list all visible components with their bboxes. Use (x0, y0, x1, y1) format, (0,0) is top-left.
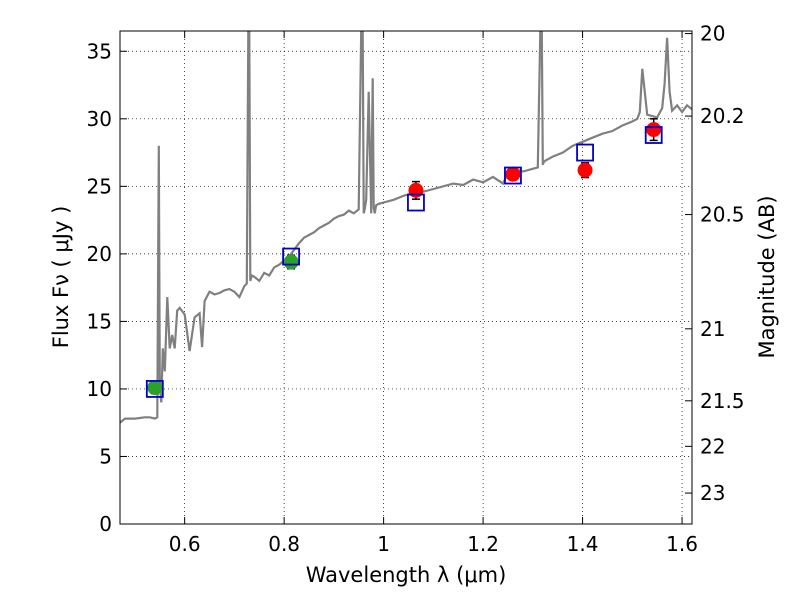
observed-point-2 (408, 182, 424, 198)
right-tick-label-3: 21 (700, 317, 725, 341)
model-point-3 (504, 166, 522, 185)
y-tick-label-2: 10 (87, 377, 112, 401)
y-tick-label-0: 0 (99, 512, 112, 536)
y-tick-labels: 0 5 10 15 20 25 30 35 (87, 39, 112, 536)
y-tick-label-4: 20 (87, 242, 112, 266)
model-points (145, 126, 663, 398)
x-tick-label-3: 1.2 (467, 532, 499, 556)
model-point-2 (407, 193, 425, 212)
right-tick-label-6: 23 (700, 481, 725, 505)
x-tick-labels: 0.6 0.8 1 1.2 1.4 1.6 (169, 532, 698, 556)
axis-ticks (120, 31, 692, 525)
model-point-1 (282, 247, 301, 266)
grid-lines (120, 31, 692, 524)
right-tick-labels: 20 20.2 20.5 21 21.5 22 23 (700, 22, 745, 506)
x-tick-label-5: 1.6 (666, 532, 698, 556)
right-tick-label-2: 20.5 (700, 203, 745, 227)
observed-point-0 (147, 380, 163, 396)
y-tick-label-5: 25 (87, 174, 112, 198)
model-point-4 (576, 143, 594, 162)
observed-points (147, 122, 662, 396)
x-tick-label-2: 1 (377, 532, 390, 556)
x-tick-label-4: 1.4 (567, 532, 599, 556)
y-axis-label: Flux Fν ( μJy ) (49, 206, 73, 349)
spectrum-line (120, 31, 692, 424)
right-tick-label-1: 20.2 (700, 104, 745, 128)
right-axis-label: Magnitude (AB) (755, 195, 779, 358)
plot-frame (119, 30, 693, 525)
right-tick-label-4: 21.5 (700, 389, 745, 413)
y-tick-label-3: 15 (87, 309, 112, 333)
y-tick-label-6: 30 (87, 107, 112, 131)
right-tick-label-0: 20 (700, 22, 725, 46)
y-tick-label-1: 5 (99, 444, 112, 468)
right-tick-label-5: 22 (700, 434, 725, 458)
observed-point-5 (646, 122, 662, 138)
x-axis-label: Wavelength λ (μm) (306, 563, 507, 587)
observed-point-4 (577, 162, 593, 178)
observed-point-3 (505, 166, 521, 182)
spectrum-series (120, 31, 692, 424)
model-point-5 (644, 126, 663, 144)
model-point-0 (145, 380, 164, 398)
x-tick-label-1: 0.8 (268, 532, 300, 556)
y-tick-label-7: 35 (87, 39, 112, 63)
observed-point-1 (283, 254, 299, 270)
x-tick-label-0: 0.6 (169, 532, 201, 556)
